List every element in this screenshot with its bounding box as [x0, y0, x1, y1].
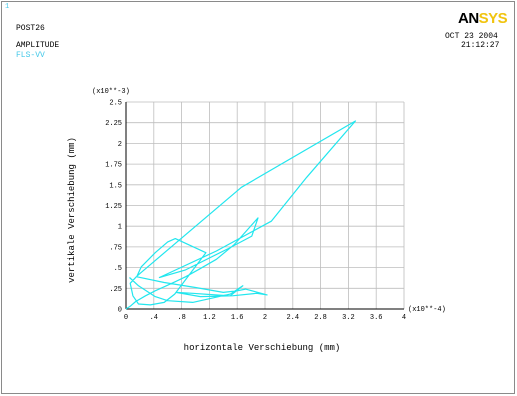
x-tick-label: 3.6: [370, 314, 383, 322]
y-tick-label: .5: [114, 265, 122, 273]
y-tick-label: 1: [118, 224, 122, 232]
x-tick-label: 2.8: [314, 314, 327, 322]
plot-time: 21:12:27: [461, 41, 500, 50]
y-multiplier-label: (x10**-3): [92, 88, 130, 96]
window-number: 1: [5, 3, 10, 11]
y-tick-label: 1.75: [105, 162, 122, 170]
y-tick-label: .75: [109, 244, 122, 252]
x-axis-label: horizontale Verschiebung (mm): [184, 343, 341, 353]
x-tick-label: 0: [124, 314, 128, 322]
y-tick-label: 0: [118, 307, 122, 315]
y-tick-label: 2: [118, 141, 122, 149]
axes: [125, 102, 404, 310]
variable-label: FLS-VV: [16, 51, 45, 60]
type-label: AMPLITUDE: [16, 41, 60, 50]
x-tick-labels: 0 .4 .8 1.2 1.6 2 2.4 2.8 3.2 3.6 4: [124, 314, 406, 322]
y-tick-label: .25: [109, 286, 122, 294]
x-tick-label: 2: [263, 314, 267, 322]
y-tick-labels: 0 .25 .5 .75 1 1.25 1.5 1.75 2 2.25 2.5: [105, 100, 122, 315]
ansys-logo-dark-part: AN: [458, 10, 479, 27]
x-multiplier-label: (x10**-4): [408, 306, 446, 314]
post-label: POST26: [16, 24, 45, 33]
grid: [125, 101, 405, 310]
displacement-curve: [125, 120, 356, 310]
y-tick-label: 1.25: [105, 203, 122, 211]
x-tick-label: 3.2: [342, 314, 355, 322]
x-tick-label: .8: [177, 314, 185, 322]
plot-date: OCT 23 2004: [445, 32, 498, 41]
ansys-logo: ANSYS: [458, 10, 508, 27]
x-tick-label: 1.2: [203, 314, 216, 322]
y-tick-label: 2.5: [109, 100, 122, 108]
x-tick-label: 4: [402, 314, 406, 322]
x-tick-label: 2.4: [286, 314, 299, 322]
x-tick-label: 1.6: [231, 314, 244, 322]
y-axis-label: vertikale Verschiebung (mm): [67, 137, 77, 283]
ansys-logo-accent-part: SYS: [478, 10, 508, 27]
y-tick-label: 1.5: [109, 182, 122, 190]
y-tick-label: 2.25: [105, 120, 122, 128]
x-tick-label: .4: [150, 314, 158, 322]
